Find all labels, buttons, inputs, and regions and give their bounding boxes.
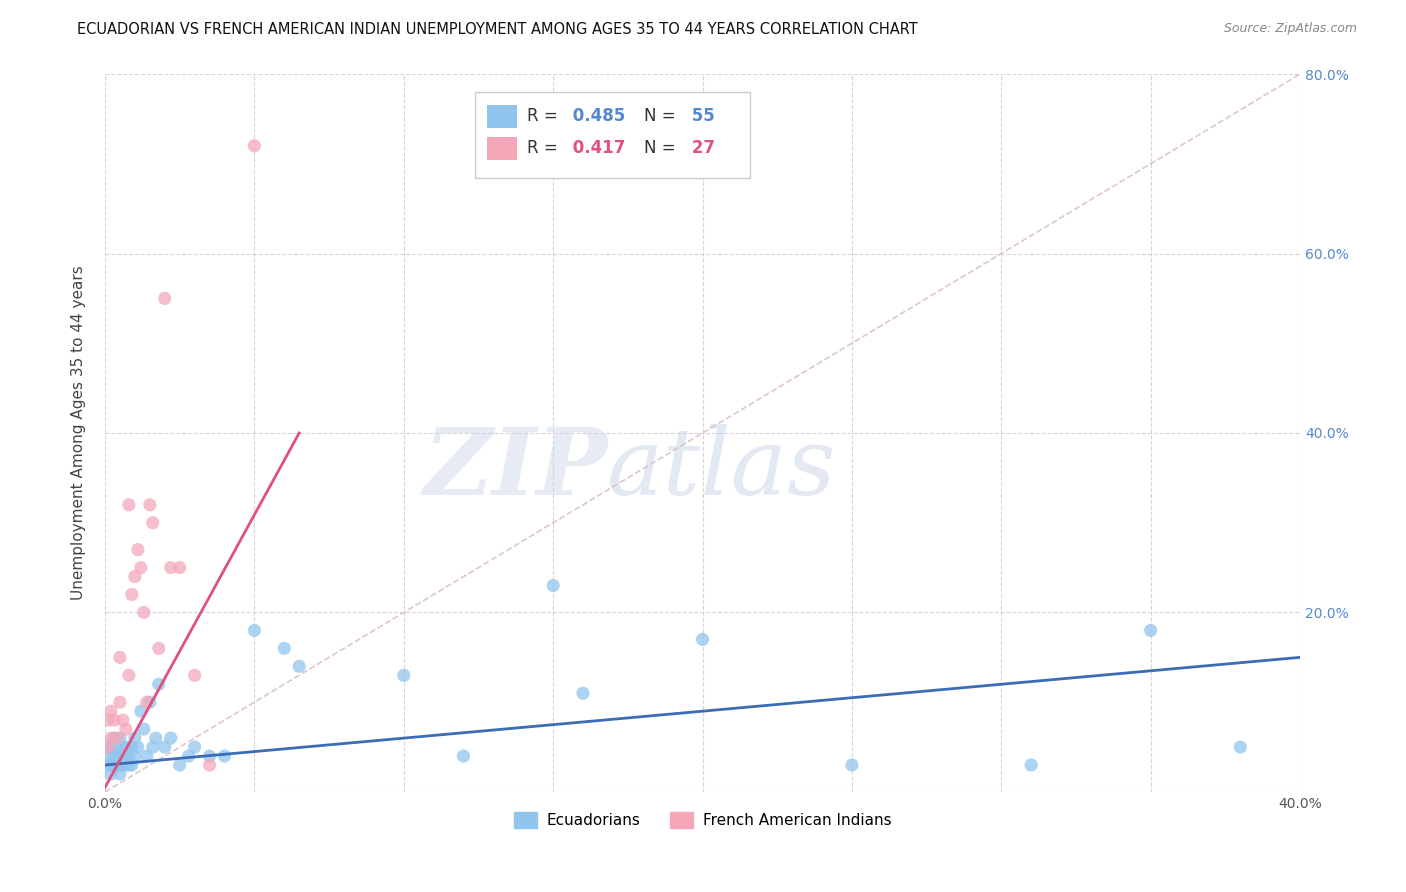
Point — [108, 749, 131, 764]
Text: ZIP: ZIP — [423, 424, 607, 514]
Point — [118, 668, 141, 682]
Point — [169, 560, 191, 574]
Text: 27: 27 — [686, 139, 714, 157]
Point — [841, 758, 863, 772]
Point — [108, 758, 131, 772]
Point — [100, 704, 122, 718]
Point — [118, 498, 141, 512]
Text: R =: R = — [527, 107, 558, 125]
Point — [453, 749, 475, 764]
Point — [111, 749, 134, 764]
Point — [97, 749, 120, 764]
Point — [169, 758, 191, 772]
Point — [148, 641, 170, 656]
Point — [100, 758, 122, 772]
Text: 55: 55 — [686, 107, 714, 125]
Point — [1019, 758, 1042, 772]
Point — [159, 731, 181, 745]
Point — [392, 668, 415, 682]
Point — [105, 731, 128, 745]
Text: R =: R = — [527, 139, 558, 157]
Point — [148, 677, 170, 691]
Point — [198, 749, 221, 764]
Point — [100, 731, 122, 745]
Point — [135, 749, 157, 764]
Point — [288, 659, 311, 673]
Point — [135, 695, 157, 709]
Point — [115, 740, 138, 755]
Point — [159, 560, 181, 574]
Point — [129, 560, 152, 574]
FancyBboxPatch shape — [475, 92, 751, 178]
Point — [214, 749, 236, 764]
Point — [105, 749, 128, 764]
Point — [108, 650, 131, 665]
Point — [97, 758, 120, 772]
Point — [243, 138, 266, 153]
Point — [692, 632, 714, 647]
Point — [153, 740, 176, 755]
Point — [111, 740, 134, 755]
Point — [118, 749, 141, 764]
Point — [142, 740, 165, 755]
Point — [121, 740, 143, 755]
Text: N =: N = — [644, 107, 676, 125]
Point — [124, 569, 146, 583]
Point — [100, 740, 122, 755]
Point — [97, 740, 120, 755]
Point — [97, 713, 120, 727]
Point — [100, 767, 122, 781]
Point — [198, 758, 221, 772]
Point — [132, 722, 155, 736]
Point — [115, 758, 138, 772]
Point — [121, 758, 143, 772]
Point — [127, 542, 149, 557]
Point — [127, 740, 149, 755]
Point — [572, 686, 595, 700]
Point — [129, 704, 152, 718]
Point — [142, 516, 165, 530]
Point — [105, 758, 128, 772]
Point — [183, 668, 205, 682]
Point — [103, 713, 125, 727]
Point — [139, 498, 162, 512]
Text: N =: N = — [644, 139, 676, 157]
Point — [145, 731, 167, 745]
Text: 0.417: 0.417 — [568, 139, 626, 157]
Point — [103, 731, 125, 745]
Point — [108, 695, 131, 709]
Point — [541, 578, 564, 592]
Point — [1229, 740, 1251, 755]
Point — [243, 624, 266, 638]
Point — [124, 749, 146, 764]
Point — [132, 606, 155, 620]
Point — [273, 641, 295, 656]
Point — [1139, 624, 1161, 638]
Y-axis label: Unemployment Among Ages 35 to 44 years: Unemployment Among Ages 35 to 44 years — [72, 266, 86, 600]
Text: 0.485: 0.485 — [568, 107, 626, 125]
FancyBboxPatch shape — [488, 105, 517, 128]
Point — [111, 713, 134, 727]
Point — [97, 740, 120, 755]
Point — [124, 731, 146, 745]
Text: Source: ZipAtlas.com: Source: ZipAtlas.com — [1223, 22, 1357, 36]
FancyBboxPatch shape — [488, 137, 517, 161]
Point — [115, 722, 138, 736]
Legend: Ecuadorians, French American Indians: Ecuadorians, French American Indians — [508, 805, 897, 835]
Point — [108, 767, 131, 781]
Point — [139, 695, 162, 709]
Point — [118, 758, 141, 772]
Point — [105, 740, 128, 755]
Text: atlas: atlas — [607, 424, 837, 514]
Point — [153, 292, 176, 306]
Point — [121, 588, 143, 602]
Point — [103, 749, 125, 764]
Point — [103, 758, 125, 772]
Point — [177, 749, 200, 764]
Text: ECUADORIAN VS FRENCH AMERICAN INDIAN UNEMPLOYMENT AMONG AGES 35 TO 44 YEARS CORR: ECUADORIAN VS FRENCH AMERICAN INDIAN UNE… — [77, 22, 918, 37]
Point — [111, 758, 134, 772]
Point — [183, 740, 205, 755]
Point — [108, 731, 131, 745]
Point — [115, 749, 138, 764]
